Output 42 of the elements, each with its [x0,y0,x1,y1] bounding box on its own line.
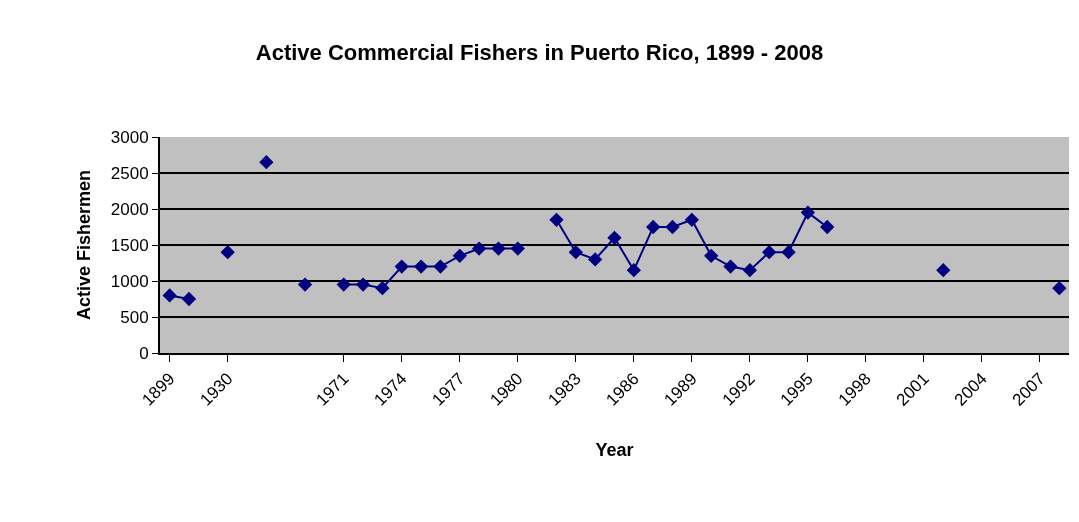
point [568,245,583,260]
point [704,248,719,263]
point [297,277,313,292]
point [781,245,796,260]
point [433,259,448,274]
point [220,245,235,260]
point [646,219,661,235]
point [684,212,700,227]
y-tick-label: 1000 [110,271,149,291]
point [336,277,351,292]
point [626,263,641,278]
point [762,245,777,260]
y-tick-label: 0 [139,343,149,363]
point [588,252,603,267]
point [181,291,197,307]
point [375,281,390,296]
point [820,219,835,235]
point [800,205,816,220]
point [491,241,506,256]
point [413,259,429,274]
y-axis-title: Active Fishermen [74,169,95,321]
chart-title: Active Commercial Fishers in Puerto Rico, 1899 - 2008 [255,39,824,65]
point [471,241,487,256]
y-tick-label: 3000 [110,127,149,147]
y-tick-label: 2000 [110,199,149,219]
point [394,259,409,274]
point [162,288,177,303]
y-tick-label: 500 [120,307,149,327]
point [259,155,274,170]
y-tick-label: 1500 [110,235,149,255]
point [665,219,680,235]
point [510,241,525,256]
point [355,277,371,292]
point [549,212,564,227]
point [936,263,951,278]
point [607,230,622,245]
y-tick-label: 2500 [110,163,149,183]
x-axis-title: Year [595,440,634,461]
point [742,263,758,278]
point [452,248,467,263]
point [723,259,738,274]
point [1052,281,1067,296]
